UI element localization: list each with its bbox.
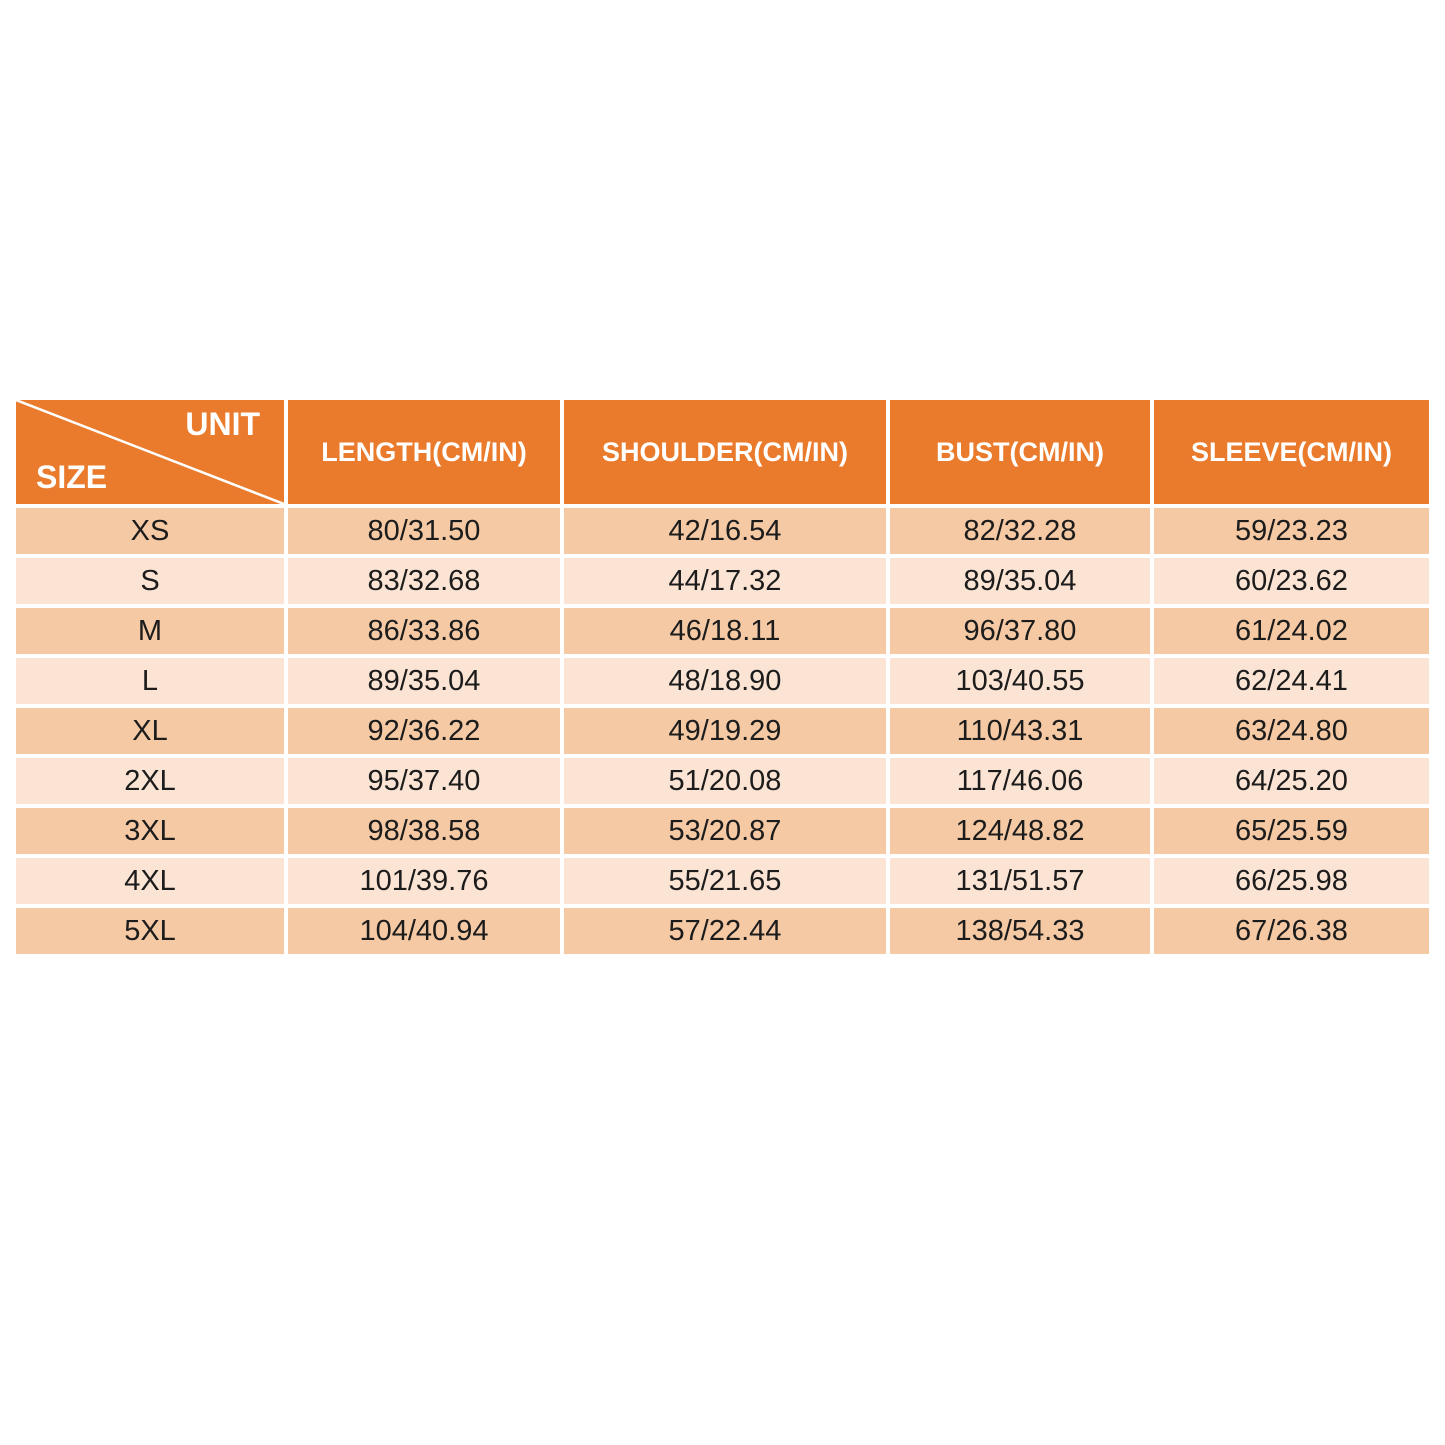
header-row: UNIT SIZE LENGTH(CM/IN) SHOULDER(CM/IN) …: [16, 400, 1429, 504]
sleeve-cell: 64/25.20: [1154, 758, 1429, 804]
length-cell: 98/38.58: [288, 808, 560, 854]
length-cell: 86/33.86: [288, 608, 560, 654]
sleeve-cell: 62/24.41: [1154, 658, 1429, 704]
size-cell: 3XL: [16, 808, 284, 854]
unit-label: UNIT: [185, 406, 260, 442]
table-row-m: M 86/33.86 46/18.11 96/37.80 61/24.02: [16, 608, 1429, 654]
sleeve-cell: 60/23.62: [1154, 558, 1429, 604]
length-cell: 83/32.68: [288, 558, 560, 604]
diagonal-divider-line: [16, 400, 284, 504]
table-row-l: L 89/35.04 48/18.90 103/40.55 62/24.41: [16, 658, 1429, 704]
shoulder-cell: 42/16.54: [564, 508, 886, 554]
sleeve-cell: 67/26.38: [1154, 908, 1429, 954]
size-cell: L: [16, 658, 284, 704]
length-cell: 89/35.04: [288, 658, 560, 704]
shoulder-cell: 53/20.87: [564, 808, 886, 854]
bust-cell: 138/54.33: [890, 908, 1150, 954]
bust-cell: 131/51.57: [890, 858, 1150, 904]
size-label: SIZE: [36, 459, 108, 495]
size-cell: XL: [16, 708, 284, 754]
column-header-bust: BUST(CM/IN): [890, 400, 1150, 504]
size-cell: S: [16, 558, 284, 604]
bust-cell: 82/32.28: [890, 508, 1150, 554]
size-cell: 4XL: [16, 858, 284, 904]
sleeve-cell: 63/24.80: [1154, 708, 1429, 754]
sleeve-cell: 65/25.59: [1154, 808, 1429, 854]
table-row-4xl: 4XL 101/39.76 55/21.65 131/51.57 66/25.9…: [16, 858, 1429, 904]
length-cell: 95/37.40: [288, 758, 560, 804]
bust-cell: 117/46.06: [890, 758, 1150, 804]
shoulder-cell: 49/19.29: [564, 708, 886, 754]
size-chart-table: UNIT SIZE LENGTH(CM/IN) SHOULDER(CM/IN) …: [12, 396, 1433, 958]
shoulder-cell: 51/20.08: [564, 758, 886, 804]
shoulder-cell: 55/21.65: [564, 858, 886, 904]
sleeve-cell: 61/24.02: [1154, 608, 1429, 654]
table-row-3xl: 3XL 98/38.58 53/20.87 124/48.82 65/25.59: [16, 808, 1429, 854]
column-header-shoulder: SHOULDER(CM/IN): [564, 400, 886, 504]
sleeve-cell: 59/23.23: [1154, 508, 1429, 554]
shoulder-cell: 57/22.44: [564, 908, 886, 954]
sleeve-cell: 66/25.98: [1154, 858, 1429, 904]
bust-cell: 96/37.80: [890, 608, 1150, 654]
table-row-s: S 83/32.68 44/17.32 89/35.04 60/23.62: [16, 558, 1429, 604]
bust-cell: 124/48.82: [890, 808, 1150, 854]
length-cell: 80/31.50: [288, 508, 560, 554]
length-cell: 92/36.22: [288, 708, 560, 754]
table-row-2xl: 2XL 95/37.40 51/20.08 117/46.06 64/25.20: [16, 758, 1429, 804]
length-cell: 101/39.76: [288, 858, 560, 904]
table-row-xs: XS 80/31.50 42/16.54 82/32.28 59/23.23: [16, 508, 1429, 554]
size-cell: 5XL: [16, 908, 284, 954]
size-cell: M: [16, 608, 284, 654]
column-header-sleeve: SLEEVE(CM/IN): [1154, 400, 1429, 504]
bust-cell: 110/43.31: [890, 708, 1150, 754]
size-cell: 2XL: [16, 758, 284, 804]
bust-cell: 103/40.55: [890, 658, 1150, 704]
size-cell: XS: [16, 508, 284, 554]
shoulder-cell: 48/18.90: [564, 658, 886, 704]
bust-cell: 89/35.04: [890, 558, 1150, 604]
length-cell: 104/40.94: [288, 908, 560, 954]
table-row-5xl: 5XL 104/40.94 57/22.44 138/54.33 67/26.3…: [16, 908, 1429, 954]
table-row-xl: XL 92/36.22 49/19.29 110/43.31 63/24.80: [16, 708, 1429, 754]
column-header-length: LENGTH(CM/IN): [288, 400, 560, 504]
shoulder-cell: 46/18.11: [564, 608, 886, 654]
shoulder-cell: 44/17.32: [564, 558, 886, 604]
corner-unit-size-cell: UNIT SIZE: [16, 400, 284, 504]
